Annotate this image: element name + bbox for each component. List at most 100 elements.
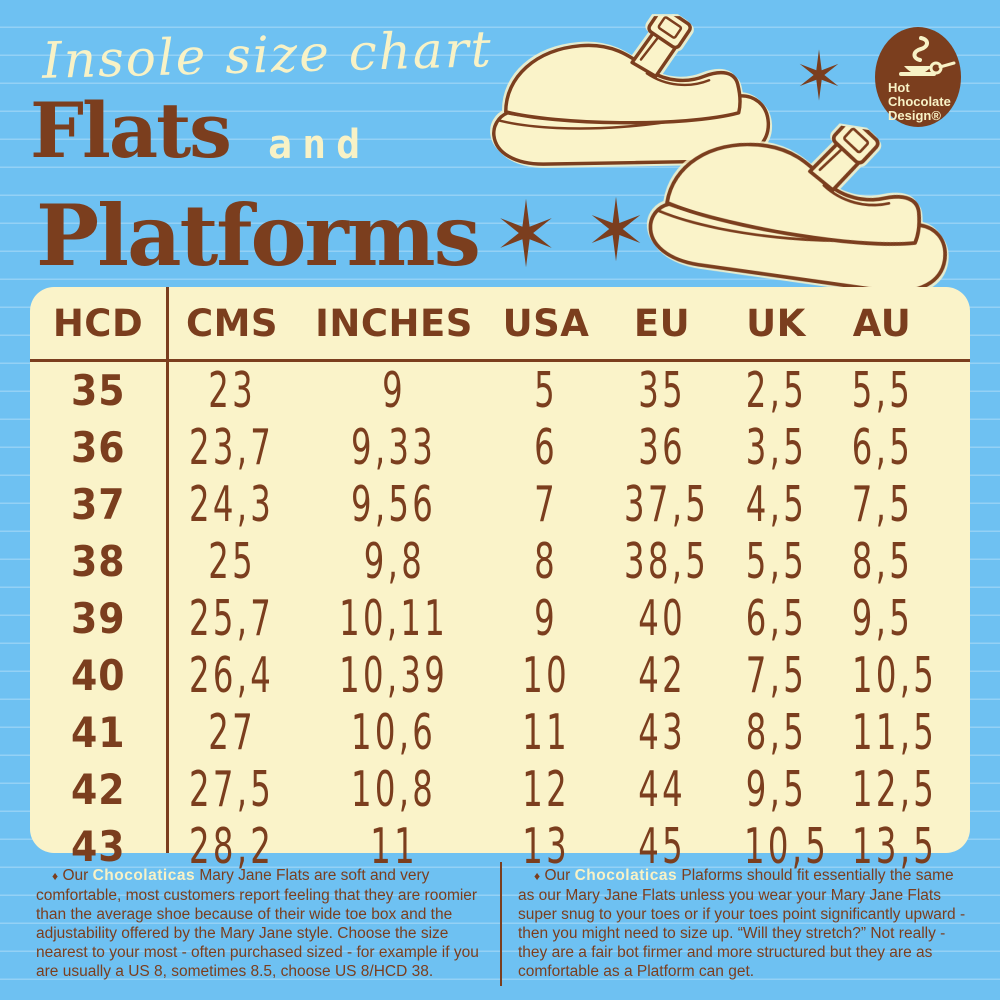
cell-eu: 36: [638, 419, 686, 476]
cell-inches: 9: [382, 362, 406, 419]
title-platforms: Platforms: [36, 186, 481, 285]
footer-right-text: Plaforms should fit essentially the same…: [518, 867, 966, 980]
steam-icon: [912, 36, 929, 62]
table-row: 38 25 9,8 8 38,5 5,5 8,5: [30, 533, 970, 590]
footer-left-prefix: Our: [62, 867, 89, 884]
cell-uk: 10,5: [743, 818, 830, 875]
cell-hcd: 38: [70, 537, 126, 586]
size-table-body: 35 23 9 5 35 2,5 5,5 36 23,7 9,33 6 36 3…: [30, 362, 970, 875]
cell-cms: 26,4: [189, 647, 275, 704]
cell-usa: 13: [522, 818, 570, 875]
cell-usa: 6: [534, 419, 558, 476]
cell-eu: 43: [638, 704, 686, 761]
footer-note-flats: ♦ Our Chocolaticas Mary Jane Flats are s…: [36, 866, 484, 981]
cell-usa: 12: [522, 761, 570, 818]
cell-usa: 10: [522, 647, 570, 704]
cell-uk: 6,5: [745, 590, 807, 647]
footer-left-text: Mary Jane Flats are soft and very comfor…: [36, 867, 479, 980]
table-row: 36 23,7 9,33 6 36 3,5 6,5: [30, 419, 970, 476]
cell-inches: 10,6: [351, 704, 437, 761]
table-row: 40 26,4 10,39 10 42 7,5 10,5: [30, 647, 970, 704]
table-row: 35 23 9 5 35 2,5 5,5: [30, 362, 970, 419]
logo-text-line1: Hot: [888, 80, 910, 95]
cell-au: 5,5: [851, 362, 913, 419]
cell-au: 7,5: [851, 476, 913, 533]
footer-right-prefix: Our: [544, 867, 571, 884]
hot-chocolate-design-logo: Hot Chocolate Design®: [875, 27, 961, 127]
footer-column-divider: [500, 862, 502, 986]
table-row: 43 28,2 11 13 45 10,5 13,5: [30, 818, 970, 875]
cell-hcd: 43: [70, 822, 126, 871]
column-header-uk: UK: [746, 301, 806, 345]
cell-usa: 8: [534, 533, 558, 590]
cell-eu: 38,5: [623, 533, 710, 590]
cell-au: 12,5: [851, 761, 938, 818]
cell-cms: 25: [208, 533, 256, 590]
column-header-inches: INCHES: [315, 301, 473, 345]
cell-au: 8,5: [851, 533, 913, 590]
cell-inches: 9,33: [351, 419, 437, 476]
cell-usa: 9: [534, 590, 558, 647]
coffee-cup-icon: [899, 61, 956, 76]
cell-cms: 27,5: [189, 761, 275, 818]
cell-cms: 23: [208, 362, 256, 419]
cell-usa: 11: [522, 704, 570, 761]
table-header-divider: [30, 359, 970, 362]
cell-eu: 45: [638, 818, 686, 875]
cell-uk: 7,5: [745, 647, 807, 704]
starburst-icon: [591, 196, 641, 262]
cell-cms: 27: [208, 704, 256, 761]
cell-cms: 28,2: [189, 818, 275, 875]
table-vertical-divider: [166, 287, 169, 853]
title-flats: Flats: [30, 86, 232, 175]
brand-chocolaticas: Chocolaticas: [92, 867, 196, 884]
cell-usa: 5: [534, 362, 558, 419]
cell-inches: 11: [370, 818, 418, 875]
cell-inches: 9,56: [351, 476, 437, 533]
footer-note-platforms: ♦ Our Chocolaticas Plaforms should fit e…: [518, 866, 966, 981]
column-header-au: AU: [852, 301, 912, 345]
column-header-cms: CMS: [185, 301, 279, 345]
cell-uk: 3,5: [745, 419, 807, 476]
column-header-usa: USA: [502, 301, 590, 345]
column-header-hcd: HCD: [52, 301, 144, 345]
cell-cms: 24,3: [189, 476, 275, 533]
cell-inches: 10,11: [339, 590, 449, 647]
cell-hcd: 42: [70, 765, 126, 814]
starburst-icon: [799, 49, 839, 101]
logo-text-line3: Design®: [888, 108, 941, 123]
cell-hcd: 37: [70, 480, 126, 529]
cell-eu: 42: [638, 647, 686, 704]
diamond-bullet-icon: ♦: [52, 869, 59, 883]
logo-text-line2: Chocolate: [888, 94, 951, 109]
column-header-eu: EU: [633, 301, 691, 345]
brand-chocolaticas: Chocolaticas: [574, 867, 678, 884]
table-row: 42 27,5 10,8 12 44 9,5 12,5: [30, 761, 970, 818]
table-row: 37 24,3 9,56 7 37,5 4,5 7,5: [30, 476, 970, 533]
cell-hcd: 41: [70, 708, 126, 757]
cell-hcd: 39: [70, 594, 126, 643]
cell-uk: 4,5: [745, 476, 807, 533]
cell-cms: 23,7: [189, 419, 275, 476]
cell-uk: 2,5: [745, 362, 807, 419]
cell-hcd: 40: [70, 651, 126, 700]
cell-hcd: 35: [70, 366, 126, 415]
cell-inches: 10,8: [351, 761, 437, 818]
cell-au: 11,5: [851, 704, 938, 761]
subtitle-insole-size-chart: Insole size chart: [41, 20, 494, 90]
cell-eu: 40: [638, 590, 686, 647]
cell-au: 10,5: [851, 647, 938, 704]
cell-usa: 7: [534, 476, 558, 533]
cell-hcd: 36: [70, 423, 126, 472]
starburst-icon: [500, 198, 552, 268]
cell-uk: 5,5: [745, 533, 807, 590]
cell-au: 6,5: [851, 419, 913, 476]
cell-eu: 44: [638, 761, 686, 818]
cell-au: 9,5: [851, 590, 913, 647]
cell-cms: 25,7: [189, 590, 275, 647]
cell-uk: 8,5: [745, 704, 807, 761]
cell-inches: 9,8: [363, 533, 425, 590]
cell-inches: 10,39: [339, 647, 449, 704]
table-row: 39 25,7 10,11 9 40 6,5 9,5: [30, 590, 970, 647]
